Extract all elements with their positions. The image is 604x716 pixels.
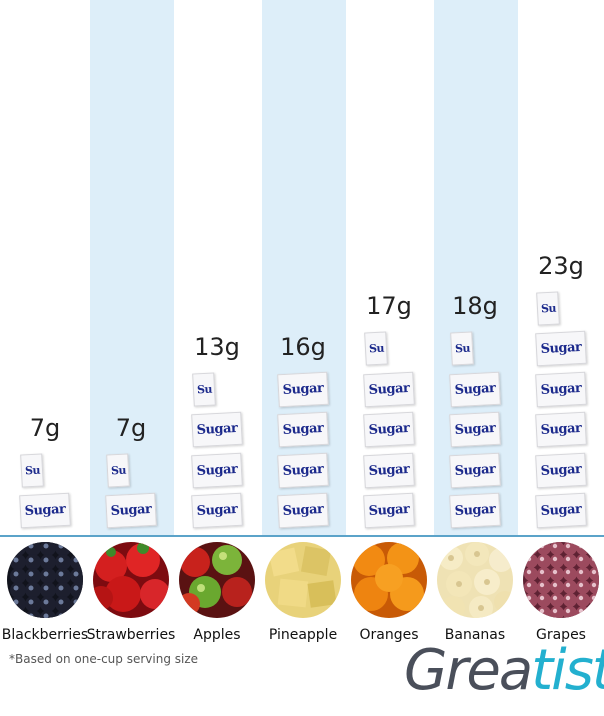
sugar-packet: Sugar: [191, 411, 243, 448]
value-label: 16g: [280, 332, 326, 361]
grapes-photo: [523, 542, 599, 618]
sugar-packet: Sugar: [535, 371, 587, 407]
sugar-packet: Sugar: [363, 411, 415, 448]
sugar-packet: Sugar: [277, 492, 329, 529]
sugar-packet: Sugar: [449, 371, 501, 407]
pineapple-photo: [265, 542, 341, 618]
category-label: Oranges: [359, 627, 419, 643]
value-label: 17g: [366, 292, 412, 320]
value-label: 18g: [452, 292, 498, 320]
value-label: 13g: [194, 332, 240, 361]
sugar-packet: Sugar: [191, 452, 243, 488]
category-label: Grapes: [536, 627, 586, 643]
sugar-packet-partial: Su: [20, 452, 44, 488]
blackberries-photo: [7, 542, 83, 618]
sugar-packet: Sugar: [535, 452, 587, 488]
greatist-logo: Greatist: [404, 638, 604, 714]
value-label: 7g: [29, 413, 61, 442]
value-label: 23g: [538, 251, 584, 280]
logo-part2: tist: [531, 638, 604, 703]
sugar-packet: Sugar: [105, 492, 157, 529]
category-label: Pineapple: [268, 627, 338, 643]
sugar-packet: Sugar: [449, 492, 501, 529]
sugar-packet-partial: Su: [450, 331, 474, 366]
category-label: Blackberries: [1, 627, 89, 643]
bananas-photo: [437, 542, 513, 618]
column-band: [90, 0, 174, 535]
category-label: Bananas: [444, 627, 506, 643]
sugar-packet: Sugar: [19, 492, 71, 529]
sugar-packet: Sugar: [449, 411, 501, 448]
sugar-packet: Sugar: [535, 330, 587, 367]
sugar-packet: Sugar: [535, 411, 587, 448]
footnote: *Based on one-cup serving size: [9, 652, 199, 666]
strawberries-photo: [93, 542, 169, 618]
sugar-packet: Sugar: [535, 492, 587, 529]
sugar-packet: Sugar: [449, 452, 501, 488]
baseline: [0, 535, 604, 537]
oranges-photo: [351, 542, 427, 618]
sugar-packet: Sugar: [191, 492, 243, 529]
category-label: Strawberries: [86, 627, 176, 643]
sugar-packet: Sugar: [363, 371, 415, 407]
logo-part1: Grea: [404, 638, 533, 703]
sugar-packet: Sugar: [277, 452, 329, 488]
sugar-packet: Sugar: [277, 411, 329, 448]
sugar-packet-partial: Su: [536, 290, 560, 326]
value-label: 7g: [115, 413, 147, 442]
sugar-packet: Sugar: [277, 371, 329, 407]
sugar-packet: Sugar: [363, 492, 415, 529]
sugar-packet-partial: Su: [106, 452, 130, 488]
sugar-packet: Sugar: [363, 452, 415, 488]
sugar-packet-partial: Su: [192, 371, 216, 407]
sugar-packet-partial: Su: [364, 331, 388, 366]
category-label: Apples: [193, 627, 241, 643]
apples-photo: [179, 542, 255, 618]
